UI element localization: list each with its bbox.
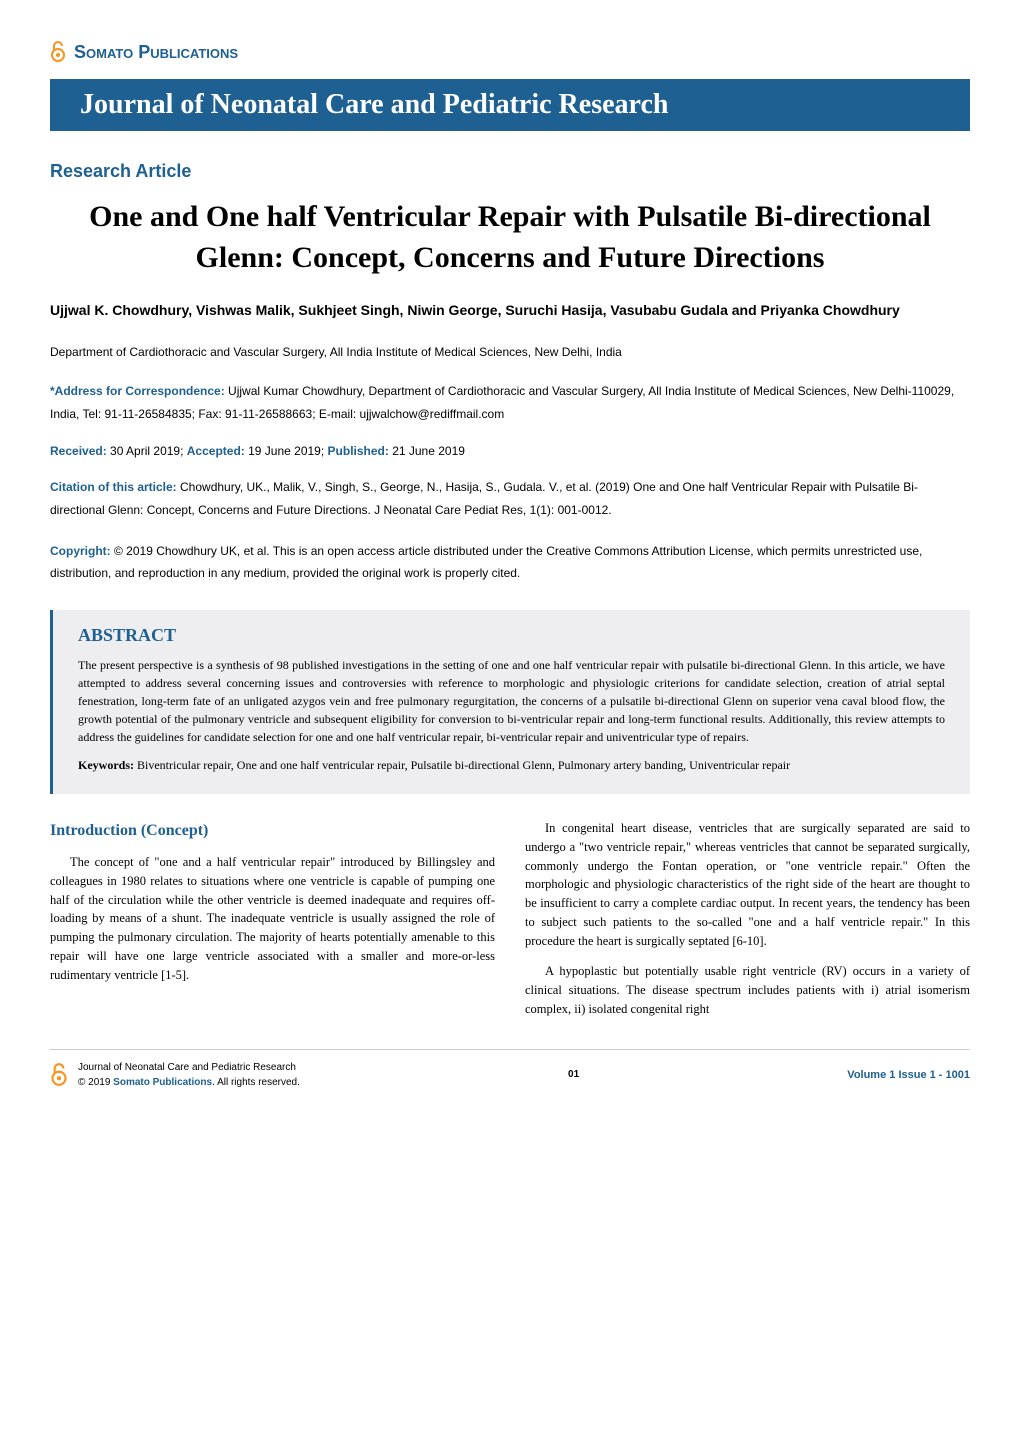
footer-publisher-link[interactable]: Somato Publications [113,1077,212,1088]
footer-copyright-prefix: © 2019 [78,1077,113,1088]
body-para-2: In congenital heart disease, ventricles … [525,819,970,950]
copyright-text: © 2019 Chowdhury UK, et al. This is an o… [50,544,922,581]
keywords: Keywords: Biventricular repair, One and … [78,756,945,774]
citation: Citation of this article: Chowdhury, UK.… [50,476,970,522]
citation-text: Chowdhury, UK., Malik, V., Singh, S., Ge… [50,480,918,517]
copyright: Copyright: © 2019 Chowdhury UK, et al. T… [50,540,970,586]
footer-text: Journal of Neonatal Care and Pediatric R… [78,1060,300,1090]
accepted-label: Accepted: [187,444,248,458]
article-title: One and One half Ventricular Repair with… [50,197,970,278]
section-heading-intro: Introduction (Concept) [50,819,495,843]
footer-copyright-suffix: . All rights reserved. [212,1077,300,1088]
body-para-1: The concept of "one and a half ventricul… [50,853,495,984]
accepted-date: 19 June 2019; [248,444,327,458]
body-content: Introduction (Concept) The concept of "o… [50,819,970,1019]
journal-banner: Journal of Neonatal Care and Pediatric R… [50,79,970,131]
footer-journal: Journal of Neonatal Care and Pediatric R… [78,1060,300,1075]
publisher-name: Somato Publications [74,42,238,63]
abstract-text: The present perspective is a synthesis o… [78,656,945,746]
abstract-heading: ABSTRACT [78,625,945,646]
article-type: Research Article [50,161,970,182]
keywords-label: Keywords: [78,758,137,772]
correspondence: *Address for Correspondence: Ujjwal Kuma… [50,380,970,426]
published-label: Published: [328,444,393,458]
footer-issue: Volume 1 Issue 1 - 1001 [847,1069,970,1081]
keywords-text: Biventricular repair, One and one half v… [137,758,790,772]
received-label: Received: [50,444,110,458]
published-date: 21 June 2019 [392,444,465,458]
publisher-header: Somato Publications [50,40,970,64]
page-footer: Journal of Neonatal Care and Pediatric R… [50,1049,970,1090]
journal-name: Journal of Neonatal Care and Pediatric R… [80,89,940,121]
footer-page-number: 01 [568,1069,579,1080]
correspondence-label: *Address for Correspondence: [50,384,228,398]
affiliation: Department of Cardiothoracic and Vascula… [50,343,970,362]
open-access-icon [50,40,66,64]
footer-open-access-icon [50,1062,68,1088]
footer-left: Journal of Neonatal Care and Pediatric R… [50,1060,300,1090]
abstract-box: ABSTRACT The present perspective is a sy… [50,610,970,794]
body-para-3: A hypoplastic but potentially usable rig… [525,962,970,1018]
copyright-label: Copyright: [50,544,114,558]
received-date: 30 April 2019; [110,444,187,458]
citation-label: Citation of this article: [50,480,180,494]
dates-line: Received: 30 April 2019; Accepted: 19 Ju… [50,444,970,458]
footer-copyright: © 2019 Somato Publications. All rights r… [78,1075,300,1090]
authors: Ujjwal K. Chowdhury, Vishwas Malik, Sukh… [50,298,970,323]
